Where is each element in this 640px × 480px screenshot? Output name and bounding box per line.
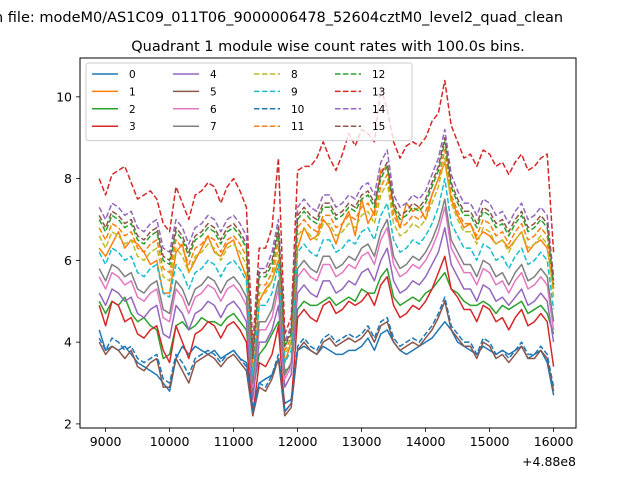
y-tick-label: 10 xyxy=(56,89,72,104)
legend-label: 12 xyxy=(372,69,385,81)
legend-label: 8 xyxy=(291,69,298,81)
axes-frame xyxy=(79,57,577,429)
series-line-14 xyxy=(98,128,555,356)
y-tick-label: 2 xyxy=(64,416,72,431)
chart-title: Quadrant 1 module wise count rates with … xyxy=(131,39,525,55)
series-line-3 xyxy=(98,255,555,417)
legend-label: 0 xyxy=(129,69,136,81)
figure-suptitle: n file: modeM0/AS1C09_011T06_9000006478_… xyxy=(0,10,563,26)
series-line-12 xyxy=(98,141,555,360)
legend-frame xyxy=(85,62,413,142)
legend-label: 10 xyxy=(291,104,304,116)
series-line-8 xyxy=(98,157,555,368)
x-tick-label: 13000 xyxy=(342,434,382,449)
series-line-7 xyxy=(98,198,555,384)
legend-label: 6 xyxy=(210,104,217,116)
legend-label: 14 xyxy=(372,104,386,116)
series-line-5 xyxy=(98,300,555,417)
y-tick-label: 8 xyxy=(64,171,72,186)
series-line-6 xyxy=(98,206,555,388)
x-axis: 9000 10000 11000 12000 13000 14000 15000 16000 xyxy=(90,428,574,449)
plot-lines xyxy=(98,79,555,417)
y-axis: 2 4 6 8 10 xyxy=(56,89,80,431)
legend-label: 11 xyxy=(291,121,304,133)
series-line-10 xyxy=(98,296,555,413)
series-line-11 xyxy=(98,149,555,364)
legend-label: 2 xyxy=(129,104,136,116)
legend-label: 5 xyxy=(210,86,217,98)
x-tick-label: 16000 xyxy=(534,434,574,449)
x-tick-label: 9000 xyxy=(90,434,122,449)
x-offset-label: +4.88e8 xyxy=(522,454,576,469)
legend-label: 15 xyxy=(372,121,385,133)
x-tick-label: 14000 xyxy=(406,434,446,449)
series-line-0 xyxy=(98,320,555,409)
x-tick-label: 15000 xyxy=(470,434,510,449)
legend-label: 9 xyxy=(291,86,298,98)
legend-label: 7 xyxy=(210,121,217,133)
y-tick-label: 4 xyxy=(64,335,72,350)
x-tick-label: 12000 xyxy=(278,434,318,449)
y-tick-label: 6 xyxy=(64,253,72,268)
series-line-13 xyxy=(98,79,555,347)
legend-label: 3 xyxy=(129,121,136,133)
legend-label: 1 xyxy=(129,86,136,98)
x-tick-label: 11000 xyxy=(214,434,254,449)
legend-label: 4 xyxy=(210,69,217,81)
series-line-15 xyxy=(98,136,555,360)
series-line-4 xyxy=(98,226,555,401)
legend-label: 13 xyxy=(372,86,385,98)
x-tick-label: 10000 xyxy=(150,434,190,449)
